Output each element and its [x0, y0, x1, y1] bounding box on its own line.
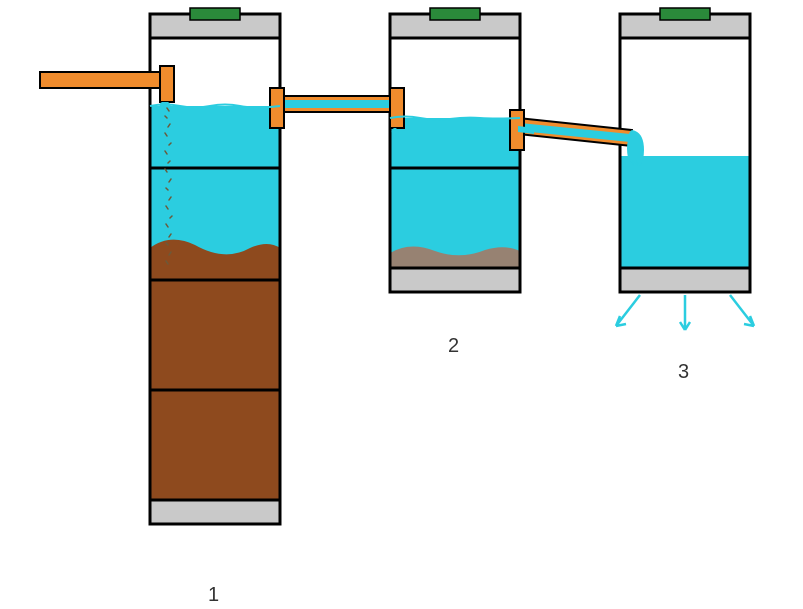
inlet-pipe: [40, 72, 168, 88]
tank-3-label: 3: [678, 361, 689, 384]
tank-2-label: 2: [448, 335, 459, 358]
tank-1-label: 1: [208, 584, 219, 607]
diagram-svg: [0, 0, 803, 609]
septic-diagram: 1 2 3: [0, 0, 803, 609]
